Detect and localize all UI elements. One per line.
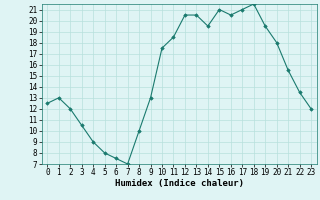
X-axis label: Humidex (Indice chaleur): Humidex (Indice chaleur) [115, 179, 244, 188]
